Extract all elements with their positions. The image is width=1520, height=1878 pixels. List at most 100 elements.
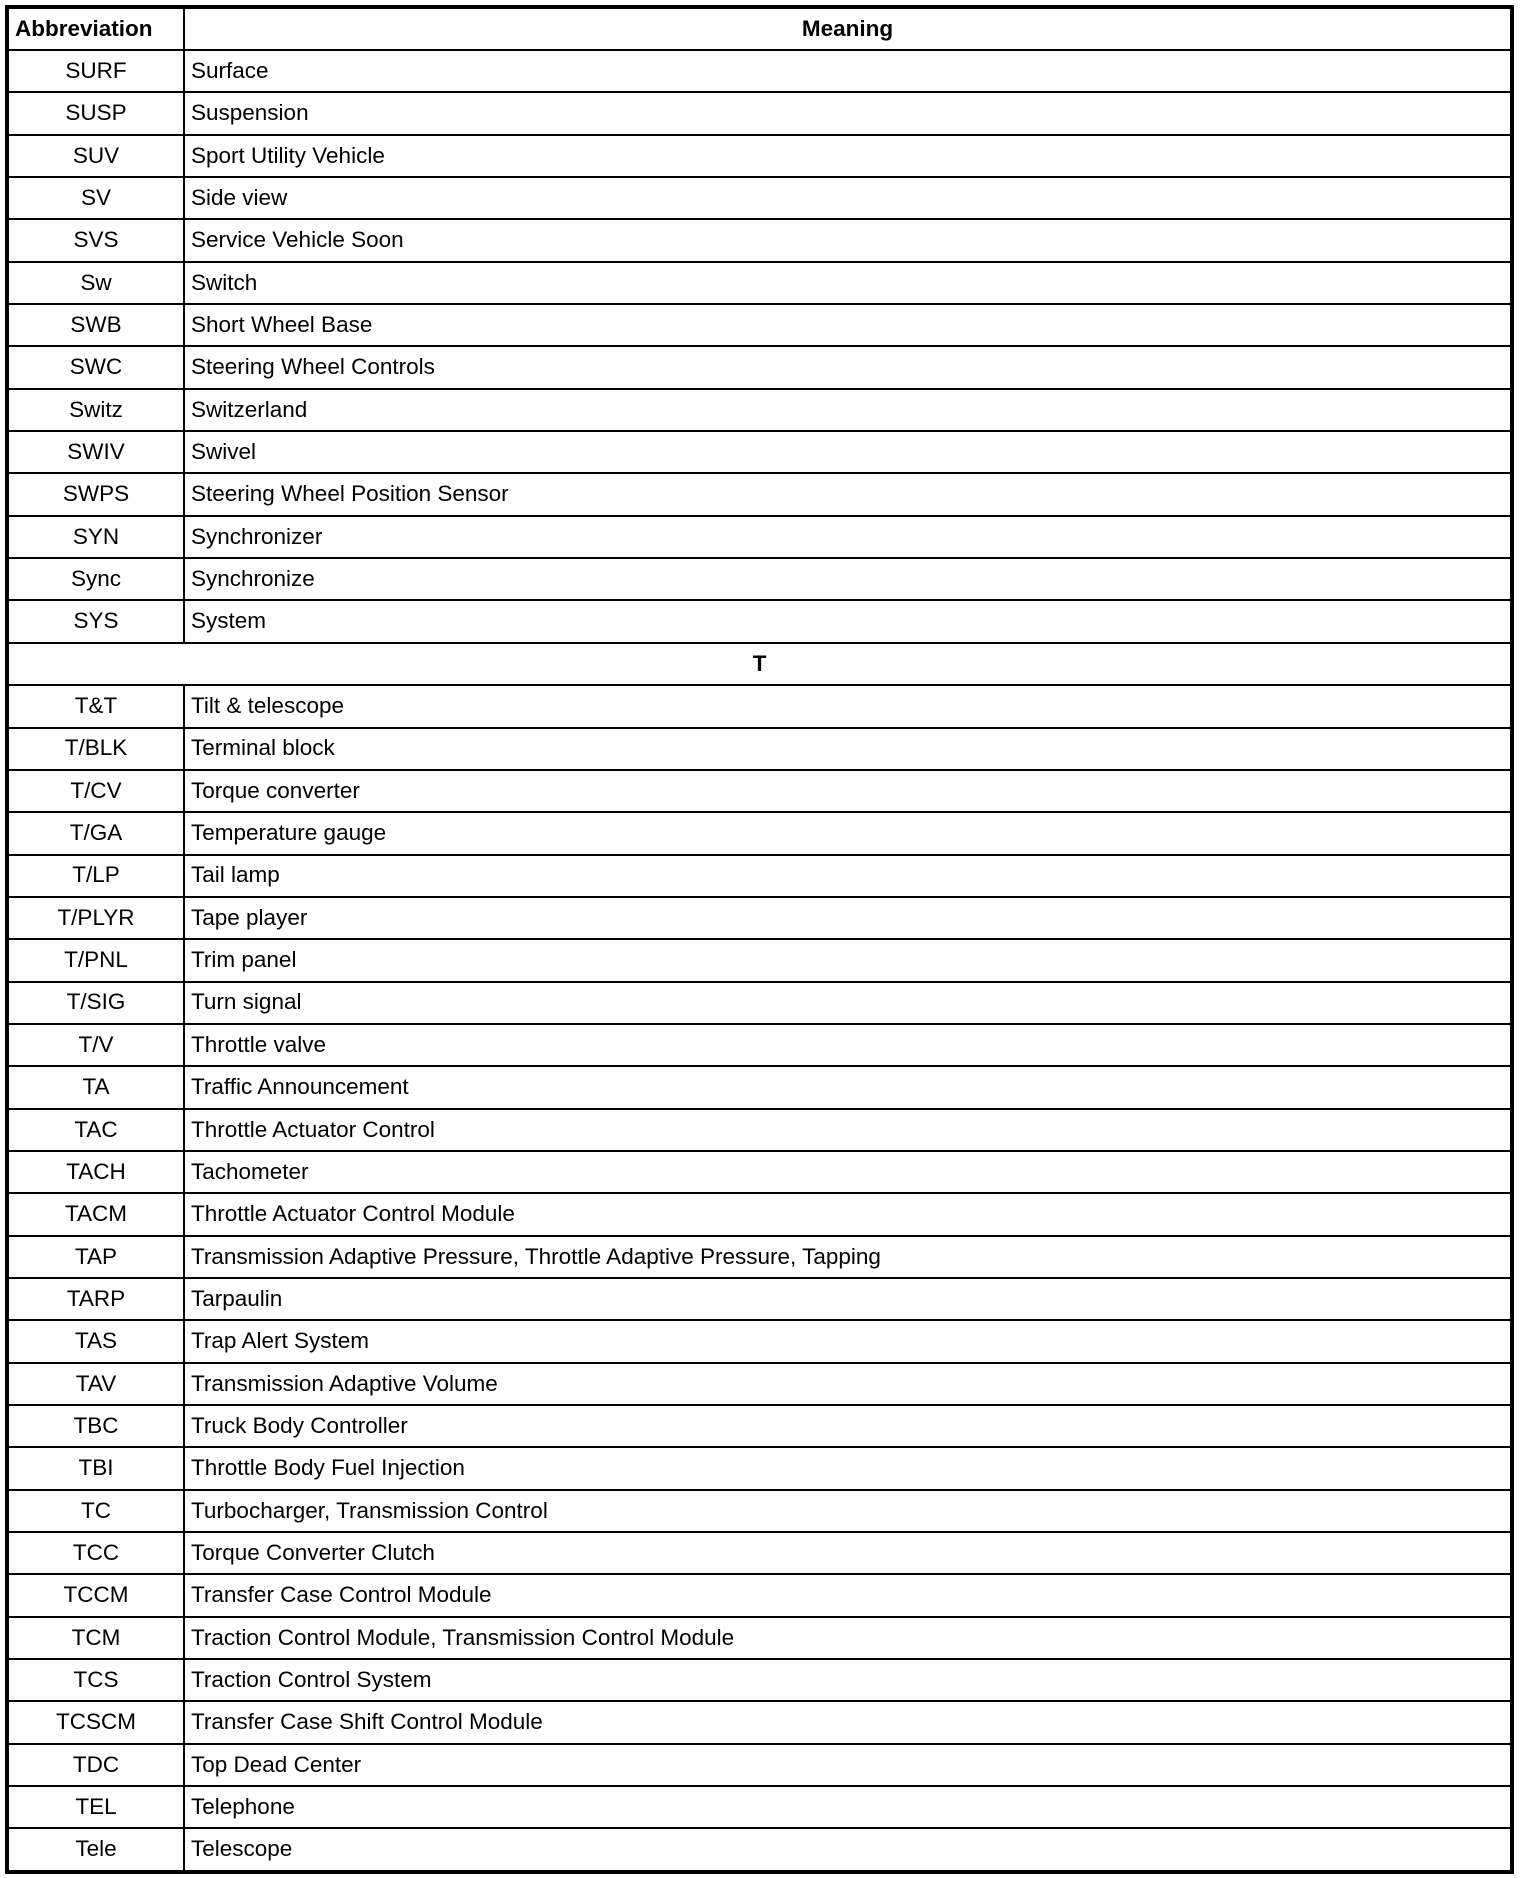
section-row: T [6,641,1513,687]
table-row: SWB Short Wheel Base [6,303,1513,348]
abbreviation-cell: SUV [6,133,185,179]
meaning-cell: Switch [183,260,1513,306]
table-row: T&T Tilt & telescope [6,684,1513,729]
table-row: TDC Top Dead Center [6,1742,1513,1788]
abbreviation-cell: SWB [6,303,185,348]
meaning-cell: Tape player [183,895,1513,941]
meaning-cell: Suspension [183,91,1513,136]
abbreviation-cell: T/V [6,1022,185,1068]
meaning-cell: Traction Control Module, Transmission Co… [183,1615,1513,1661]
table-row: TC Turbocharger, Transmission Control [6,1488,1513,1534]
meaning-cell: Tail lamp [183,853,1513,898]
meaning-cell: Torque converter [183,768,1513,814]
meaning-cell: Truck Body Controller [183,1403,1513,1449]
abbreviation-cell: SWC [6,345,185,390]
abbreviation-cell: TACH [6,1149,185,1195]
abbreviation-cell: SURF [6,48,185,94]
meaning-cell: Throttle Actuator Control [183,1107,1513,1152]
abbreviation-cell: TCC [6,1531,185,1576]
section-heading: T [6,641,1513,687]
table-row: T/PNL Trim panel [6,938,1513,983]
meaning-cell: Terminal block [183,726,1513,771]
abbreviation-cell: T/PNL [6,938,185,983]
table-row: TAC Throttle Actuator Control [6,1107,1513,1152]
abbreviation-table: Abbreviation Meaning SURF Surface SUSP Susp… [5,5,1514,1874]
abbreviation-cell: T/PLYR [6,895,185,941]
meaning-cell: Turbocharger, Transmission Control [183,1488,1513,1534]
meaning-cell: Steering Wheel Position Sensor [183,472,1513,517]
abbreviation-cell: TA [6,1065,185,1110]
abbreviation-cell: Tele [6,1827,185,1873]
table-row: SYS System [6,599,1513,644]
abbreviation-cell: TBC [6,1403,185,1449]
meaning-cell: Synchronizer [183,514,1513,560]
meaning-cell: Tarpaulin [183,1276,1513,1322]
abbreviation-cell: SUSP [6,91,185,136]
abbreviation-cell: TAC [6,1107,185,1152]
table-row: Tele Telescope [6,1827,1513,1873]
table-row: TACH Tachometer [6,1149,1513,1195]
abbreviation-cell: TAS [6,1319,185,1364]
meaning-cell: Temperature gauge [183,811,1513,856]
table-row: SWC Steering Wheel Controls [6,345,1513,390]
meaning-cell: System [183,599,1513,644]
header-row: Abbreviation Meaning [6,6,1513,51]
meaning-cell: Throttle Body Fuel Injection [183,1446,1513,1491]
meaning-cell: Sport Utility Vehicle [183,133,1513,179]
table-row: TCSCM Transfer Case Shift Control Module [6,1700,1513,1745]
abbreviation-cell: T/LP [6,853,185,898]
meaning-cell: Top Dead Center [183,1742,1513,1788]
abbreviation-cell: TCM [6,1615,185,1661]
meaning-cell: Side view [183,176,1513,221]
meaning-cell: Telephone [183,1785,1513,1830]
meaning-header: Meaning [183,6,1513,51]
meaning-cell: Tachometer [183,1149,1513,1195]
meaning-cell: Trap Alert System [183,1319,1513,1364]
meaning-cell: Transfer Case Control Module [183,1573,1513,1618]
table-row: TARP Tarpaulin [6,1276,1513,1322]
table-row: T/LP Tail lamp [6,853,1513,898]
meaning-cell: Surface [183,48,1513,94]
meaning-cell: Trim panel [183,938,1513,983]
table-row: TACM Throttle Actuator Control Module [6,1192,1513,1237]
abbreviation-cell: TEL [6,1785,185,1830]
abbreviation-cell: T/BLK [6,726,185,771]
meaning-cell: Throttle Actuator Control Module [183,1192,1513,1237]
table-row: SUV Sport Utility Vehicle [6,133,1513,179]
table-row: TCCM Transfer Case Control Module [6,1573,1513,1618]
meaning-cell: Service Vehicle Soon [183,218,1513,263]
meaning-cell: Throttle valve [183,1022,1513,1068]
abbreviation-cell: TAV [6,1361,185,1407]
abbreviation-cell: T&T [6,684,185,729]
table-row: TCM Traction Control Module, Transmission… [6,1615,1513,1661]
abbreviation-cell: TACM [6,1192,185,1237]
table-row: SVS Service Vehicle Soon [6,218,1513,263]
table-row: TAP Transmission Adaptive Pressure, Throt… [6,1234,1513,1279]
table-row: TAV Transmission Adaptive Volume [6,1361,1513,1407]
meaning-cell: Telescope [183,1827,1513,1873]
table-row: TBC Truck Body Controller [6,1403,1513,1449]
table-row: SYN Synchronizer [6,514,1513,560]
abbreviation-cell: T/CV [6,768,185,814]
table-row: TCS Traction Control System [6,1658,1513,1703]
table-row: TEL Telephone [6,1785,1513,1830]
meaning-cell: Turn signal [183,980,1513,1025]
table-row: TBI Throttle Body Fuel Injection [6,1446,1513,1491]
table-row: TA Traffic Announcement [6,1065,1513,1110]
meaning-cell: Synchronize [183,557,1513,602]
abbreviation-cell: Sw [6,260,185,306]
table-row: T/SIG Turn signal [6,980,1513,1025]
abbreviation-cell: TAP [6,1234,185,1279]
abbreviation-cell: TCSCM [6,1700,185,1745]
meaning-cell: Traction Control System [183,1658,1513,1703]
table-row: TCC Torque Converter Clutch [6,1531,1513,1576]
meaning-cell: Torque Converter Clutch [183,1531,1513,1576]
meaning-cell: Traffic Announcement [183,1065,1513,1110]
table-row: SV Side view [6,176,1513,221]
abbreviation-cell: Switz [6,387,185,433]
meaning-cell: Swivel [183,430,1513,475]
table-row: T/V Throttle valve [6,1022,1513,1068]
table-row: TAS Trap Alert System [6,1319,1513,1364]
abbreviation-cell: SVS [6,218,185,263]
meaning-cell: Transmission Adaptive Pressure, Throttle… [183,1234,1513,1279]
